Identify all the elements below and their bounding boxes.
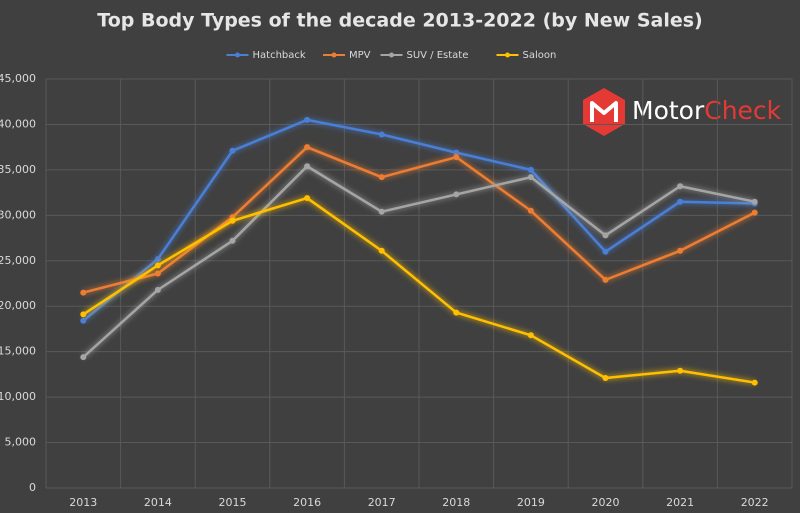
legend-label: MPV — [349, 50, 371, 61]
data-point — [453, 191, 460, 198]
data-point — [378, 174, 385, 181]
data-point — [527, 174, 534, 181]
data-point — [751, 209, 758, 216]
logo-text: MotorCheck — [632, 96, 782, 125]
y-tick-label: 35,000 — [0, 163, 36, 176]
x-tick-label: 2022 — [741, 496, 769, 509]
data-point — [80, 354, 87, 361]
legend-label: Saloon — [523, 50, 557, 61]
logo-check: Check — [704, 96, 781, 125]
data-point — [304, 116, 311, 123]
data-point — [677, 183, 684, 190]
data-point — [304, 144, 311, 151]
data-point — [751, 198, 758, 205]
x-tick-label: 2013 — [69, 496, 97, 509]
y-tick-label: 25,000 — [0, 254, 36, 267]
legend-label: SUV / Estate — [407, 50, 469, 61]
data-point — [229, 217, 236, 224]
legend-label: Hatchback — [253, 50, 306, 61]
y-tick-label: 0 — [29, 481, 36, 494]
data-point — [677, 198, 684, 205]
y-tick-label: 40,000 — [0, 117, 36, 130]
x-tick-label: 2018 — [442, 496, 470, 509]
data-point — [751, 379, 758, 386]
y-tick-label: 5,000 — [5, 436, 37, 449]
y-tick-label: 30,000 — [0, 208, 36, 221]
data-point — [453, 154, 460, 161]
x-tick-label: 2021 — [666, 496, 694, 509]
data-point — [80, 289, 87, 296]
data-point — [229, 147, 236, 154]
data-point — [378, 131, 385, 138]
y-tick-label: 45,000 — [0, 72, 36, 85]
logo-icon-m — [590, 101, 618, 122]
data-point — [378, 208, 385, 215]
x-tick-label: 2015 — [219, 496, 247, 509]
data-point — [154, 255, 161, 262]
y-tick-label: 15,000 — [0, 345, 36, 358]
data-point — [304, 195, 311, 202]
data-point — [154, 262, 161, 269]
data-point — [527, 332, 534, 339]
y-tick-label: 10,000 — [0, 390, 36, 403]
data-point — [527, 166, 534, 173]
data-point — [602, 276, 609, 283]
x-tick-label: 2020 — [592, 496, 620, 509]
data-point — [453, 149, 460, 156]
data-point — [677, 247, 684, 254]
data-point — [80, 317, 87, 324]
legend-marker — [331, 52, 337, 58]
data-point — [602, 375, 609, 382]
data-point — [378, 247, 385, 254]
data-point — [602, 248, 609, 255]
legend-marker — [235, 52, 240, 58]
data-point — [304, 163, 311, 170]
legend-marker — [505, 52, 510, 58]
data-point — [453, 309, 460, 316]
legend-marker — [389, 52, 394, 58]
data-point — [229, 237, 236, 244]
data-point — [677, 367, 684, 374]
x-tick-label: 2019 — [517, 496, 545, 509]
logo-motor: Motor — [632, 96, 705, 125]
chart-title: Top Body Types of the decade 2013-2022 (… — [97, 10, 702, 32]
x-tick-label: 2014 — [144, 496, 172, 509]
series-line — [82, 165, 755, 359]
data-point — [602, 232, 609, 239]
series-line — [82, 145, 756, 294]
data-point — [80, 311, 87, 318]
y-tick-label: 20,000 — [0, 299, 36, 312]
x-tick-label: 2016 — [293, 496, 321, 509]
series-line — [82, 118, 755, 322]
data-point — [527, 207, 534, 214]
x-tick-label: 2017 — [368, 496, 396, 509]
series-line — [82, 196, 755, 384]
data-point — [154, 270, 161, 277]
data-point — [154, 286, 161, 293]
